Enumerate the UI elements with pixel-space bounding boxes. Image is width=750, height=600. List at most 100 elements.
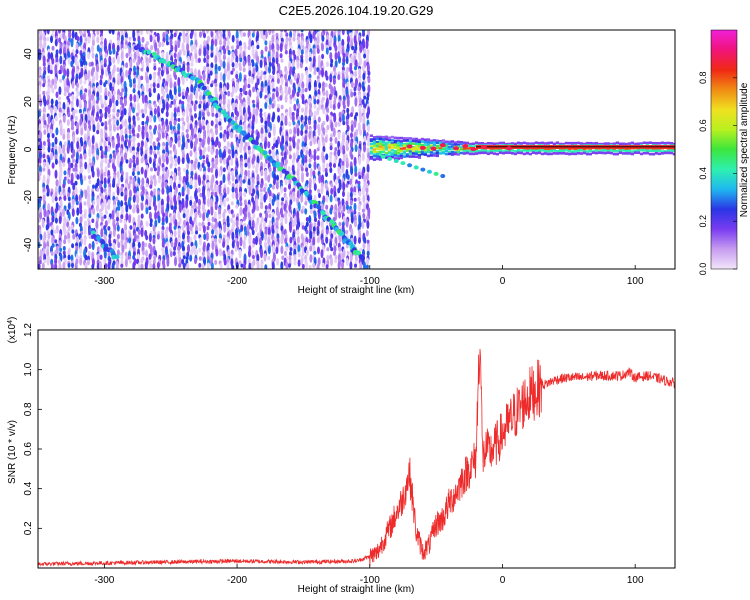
noise-cell	[301, 87, 305, 94]
noise-cell	[189, 254, 193, 262]
noise-cell	[202, 244, 206, 253]
noise-cell	[275, 139, 279, 149]
carrier-cell	[501, 150, 505, 153]
noise-cell	[239, 206, 243, 216]
carrier-cell	[414, 140, 418, 143]
carrier-cell	[399, 154, 403, 158]
noise-cell	[301, 173, 304, 183]
carrier-peak	[419, 145, 426, 150]
carrier-cell	[663, 141, 667, 145]
noise-cell	[234, 48, 238, 57]
noise-cell	[308, 119, 312, 125]
noise-cell	[53, 83, 57, 90]
noise-cell	[226, 82, 230, 91]
noise-cell	[217, 65, 221, 72]
noise-cell	[239, 201, 243, 207]
noise-cell	[187, 94, 190, 104]
noise-cell	[153, 127, 157, 135]
noise-cell	[140, 263, 144, 269]
carrier-cell	[405, 149, 409, 152]
streak-cell	[175, 67, 181, 72]
carrier-cell	[378, 140, 382, 143]
noise-cell	[169, 139, 173, 148]
noise-cell	[293, 54, 297, 61]
noise-cell	[71, 262, 74, 269]
noise-cell	[251, 208, 255, 214]
noise-cell	[149, 114, 153, 123]
carrier-cell	[405, 154, 409, 158]
noise-cell	[137, 82, 141, 91]
noise-cell	[174, 74, 178, 80]
noise-cell	[132, 78, 136, 85]
noise-cell	[207, 190, 210, 198]
carrier-cell	[411, 137, 415, 141]
noise-cell	[181, 191, 185, 197]
carrier-cell	[414, 137, 418, 141]
noise-cell	[316, 236, 320, 244]
noise-cell	[145, 183, 149, 188]
noise-cell	[316, 147, 320, 152]
noise-cell	[354, 172, 358, 177]
noise-cell	[189, 150, 193, 157]
noise-cell	[215, 248, 219, 257]
noise-cell	[304, 135, 308, 145]
noise-cell	[235, 204, 239, 209]
noise-cell	[361, 64, 365, 72]
noise-cell	[254, 222, 258, 233]
noise-cell	[358, 77, 362, 84]
carrier-cell	[429, 154, 433, 157]
carrier-cell	[405, 137, 409, 140]
carrier-cell	[624, 152, 628, 155]
noise-cell	[248, 70, 252, 77]
carrier-cell	[570, 150, 574, 153]
noise-cell	[313, 122, 317, 131]
noise-cell	[205, 212, 209, 219]
carrier-cell	[588, 149, 592, 153]
x-tick-label: -300	[94, 575, 114, 586]
noise-cell	[104, 111, 108, 120]
carrier-cell	[444, 147, 448, 150]
carrier-cell	[384, 135, 388, 139]
noise-cell	[173, 98, 176, 106]
carrier-cell	[435, 139, 439, 143]
noise-cell	[76, 140, 80, 150]
noise-cell	[349, 191, 353, 199]
noise-cell	[280, 104, 284, 110]
noise-cell	[210, 44, 214, 53]
carrier-peak	[453, 146, 460, 151]
noise-cell	[154, 103, 157, 108]
noise-cell	[291, 88, 295, 99]
noise-cell	[306, 39, 309, 47]
noise-cell	[112, 56, 116, 64]
noise-cell	[43, 129, 47, 135]
carrier-cell	[420, 143, 424, 147]
noise-cell	[207, 145, 211, 153]
noise-cell	[181, 258, 185, 265]
noise-cell	[88, 234, 92, 239]
noise-cell	[177, 170, 181, 177]
noise-cell	[317, 246, 320, 255]
tail-cell	[440, 174, 446, 179]
carrier-cell	[528, 152, 532, 156]
noise-cell	[140, 202, 144, 211]
noise-cell	[149, 218, 153, 224]
noise-cell	[79, 216, 83, 224]
x-tick-label: 0	[500, 575, 506, 586]
noise-cell	[301, 225, 305, 230]
noise-cell	[346, 204, 349, 211]
noise-cell	[99, 140, 103, 147]
noise-cell	[366, 111, 370, 119]
noise-cell	[296, 127, 300, 137]
carrier-cell	[411, 139, 415, 143]
noise-cell	[317, 257, 321, 267]
noise-cell	[329, 240, 333, 249]
noise-cell	[362, 72, 366, 81]
noise-cell	[341, 38, 345, 48]
noise-cell	[300, 166, 304, 172]
carrier-cell	[654, 142, 658, 145]
noise-cell	[219, 157, 223, 164]
carrier-cell	[492, 142, 496, 146]
noise-cell	[268, 55, 272, 64]
carrier-cell	[525, 152, 529, 155]
